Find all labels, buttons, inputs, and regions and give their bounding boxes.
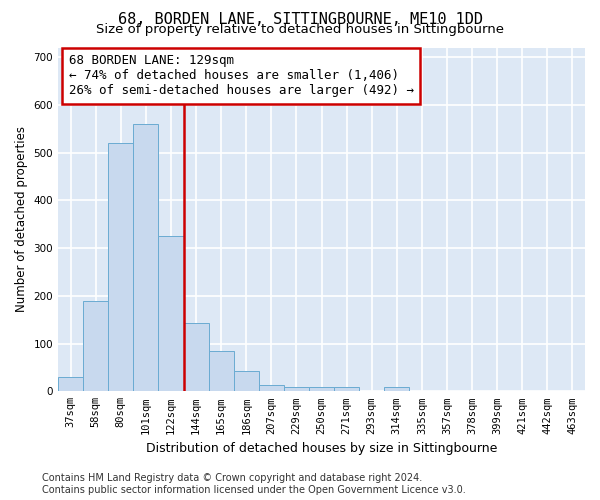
X-axis label: Distribution of detached houses by size in Sittingbourne: Distribution of detached houses by size … (146, 442, 497, 455)
Bar (384, 388, 409, 392)
Bar (83, 300, 108, 392)
Text: Size of property relative to detached houses in Sittingbourne: Size of property relative to detached ho… (96, 22, 504, 36)
Bar (284, 388, 309, 392)
Text: 68, BORDEN LANE, SITTINGBOURNE, ME10 1DD: 68, BORDEN LANE, SITTINGBOURNE, ME10 1DD (118, 12, 482, 28)
Text: Contains HM Land Registry data © Crown copyright and database right 2024.
Contai: Contains HM Land Registry data © Crown c… (42, 474, 466, 495)
Bar (259, 385, 284, 392)
Bar (158, 236, 184, 392)
Bar (309, 386, 334, 392)
Bar (184, 323, 209, 392)
Bar (133, 124, 158, 392)
Bar (108, 143, 133, 392)
Y-axis label: Number of detached properties: Number of detached properties (15, 126, 28, 312)
Bar (58, 377, 83, 392)
Text: 68 BORDEN LANE: 129sqm
← 74% of detached houses are smaller (1,406)
26% of semi-: 68 BORDEN LANE: 129sqm ← 74% of detached… (68, 54, 413, 98)
Bar (233, 372, 259, 392)
Bar (334, 386, 359, 392)
Bar (209, 350, 233, 392)
